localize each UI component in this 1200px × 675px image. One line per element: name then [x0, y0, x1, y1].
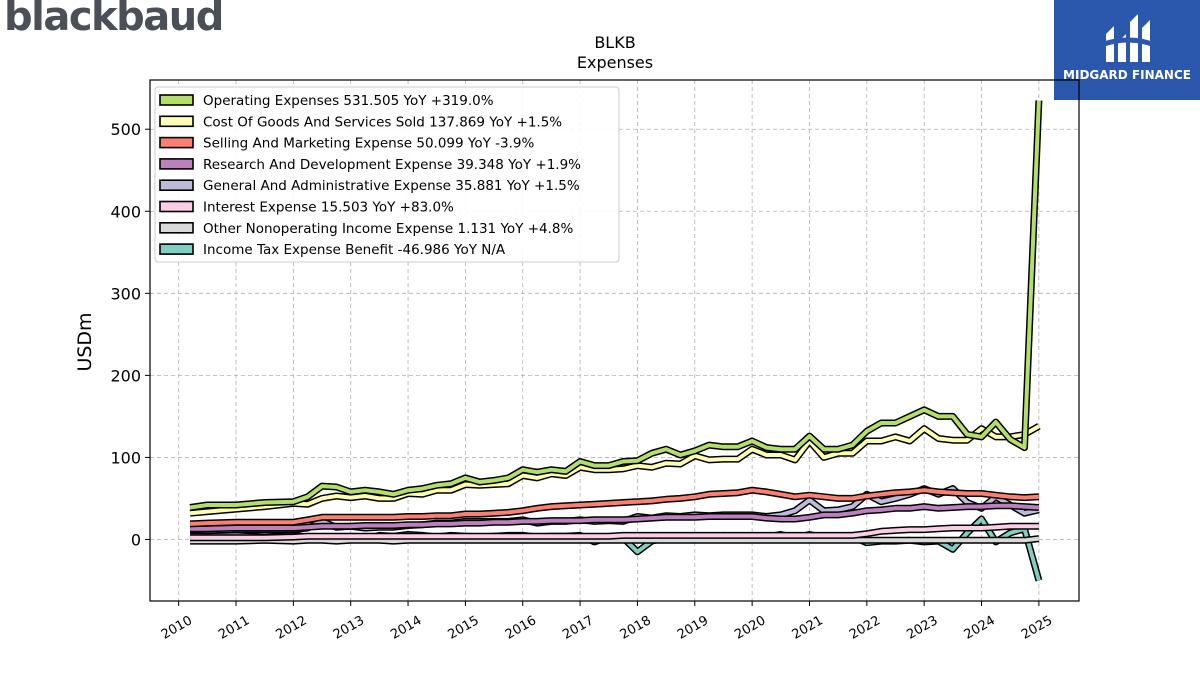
chart-title: BLKB: [594, 33, 635, 52]
chart-subtitle: Expenses: [577, 53, 653, 72]
chart-series: [189, 100, 1043, 582]
legend-entry: Operating Expenses 531.505 YoY +319.0%: [203, 93, 494, 109]
y-tick-label: 100: [110, 448, 141, 467]
x-tick-label: 2020: [732, 613, 768, 643]
midgard-finance-logo: MIDGARD FINANCE: [1054, 0, 1200, 100]
x-tick-label: 2016: [503, 613, 539, 643]
legend-swatch: [159, 200, 194, 213]
legend-entry: Interest Expense 15.503 YoY +83.0%: [203, 200, 454, 216]
y-tick-label: 500: [110, 120, 141, 139]
legend-swatch: [159, 158, 194, 170]
x-tick-label: 2018: [618, 613, 654, 643]
x-tick-label: 2021: [790, 613, 826, 643]
legend-entry: Other Nonoperating Income Expense 1.131 …: [203, 221, 573, 237]
x-tick-label: 2022: [847, 613, 883, 643]
x-tick-label: 2017: [560, 613, 596, 643]
legend-entry: Income Tax Expense Benefit -46.986 YoY N…: [203, 242, 506, 258]
legend-swatch: [159, 115, 194, 128]
legend-entry: General And Administrative Expense 35.88…: [203, 178, 580, 194]
x-tick-label: 2019: [675, 613, 711, 643]
series-interest-expense: [190, 522, 1039, 542]
blackbaud-logo: blackbaud: [4, 0, 224, 40]
series-line: [190, 503, 1040, 531]
legend-box: [154, 86, 620, 263]
series-line: [189, 424, 1040, 516]
chart-legend: Operating Expenses 531.505 YoY +319.0% Co…: [154, 86, 620, 263]
x-tick-label: 2024: [962, 613, 998, 643]
x-tick-label: 2015: [446, 613, 482, 643]
x-tick-label: 2013: [331, 613, 367, 643]
legend-entry: Selling And Marketing Expense 50.099 YoY…: [203, 136, 534, 152]
series-selling-and-marketing-expense: [189, 486, 1040, 528]
legend-swatch: [159, 94, 194, 106]
legend-swatch: [159, 222, 194, 234]
series-line: [189, 100, 1041, 510]
series-line: [190, 488, 1040, 526]
y-axis-label: USDm: [74, 312, 96, 371]
legend-entry: Research And Development Expense 39.348 …: [203, 157, 581, 173]
series-research-and-development-expense: [190, 502, 1040, 533]
x-tick-label: 2010: [159, 613, 195, 643]
y-tick-label: 300: [110, 284, 141, 303]
series-line: [190, 536, 1040, 544]
x-tick-label: 2011: [216, 613, 252, 643]
series-operating-expenses: [189, 100, 1043, 511]
series-cost-of-goods-and-services-sold: [189, 423, 1041, 517]
y-tick-label: 400: [110, 202, 141, 221]
y-axis-ticks: 0 100 200 300 400 500: [110, 120, 150, 549]
x-tick-label: 2012: [274, 613, 310, 643]
plot-frame: [149, 79, 1080, 602]
legend-entry: Cost Of Goods And Services Sold 137.869 …: [203, 114, 562, 130]
x-axis-ticks: 2010 2011 2012 2013 2014 2015 2016 2017 2018 2019…: [159, 601, 1055, 643]
series-line: [190, 524, 1039, 540]
midgard-logo-icon: [1103, 14, 1153, 62]
x-tick-label: 2025: [1019, 613, 1055, 643]
x-tick-label: 2023: [904, 613, 940, 643]
legend-swatch: [159, 243, 194, 255]
y-tick-label: 200: [110, 366, 141, 385]
x-tick-label: 2014: [388, 613, 424, 643]
midgard-logo-text: MIDGARD FINANCE: [1063, 68, 1191, 82]
legend-swatch: [159, 136, 194, 149]
series-other-nonoperating-income-expense: [190, 535, 1040, 545]
legend-swatch: [159, 179, 194, 191]
y-tick-label: 0: [131, 530, 141, 549]
